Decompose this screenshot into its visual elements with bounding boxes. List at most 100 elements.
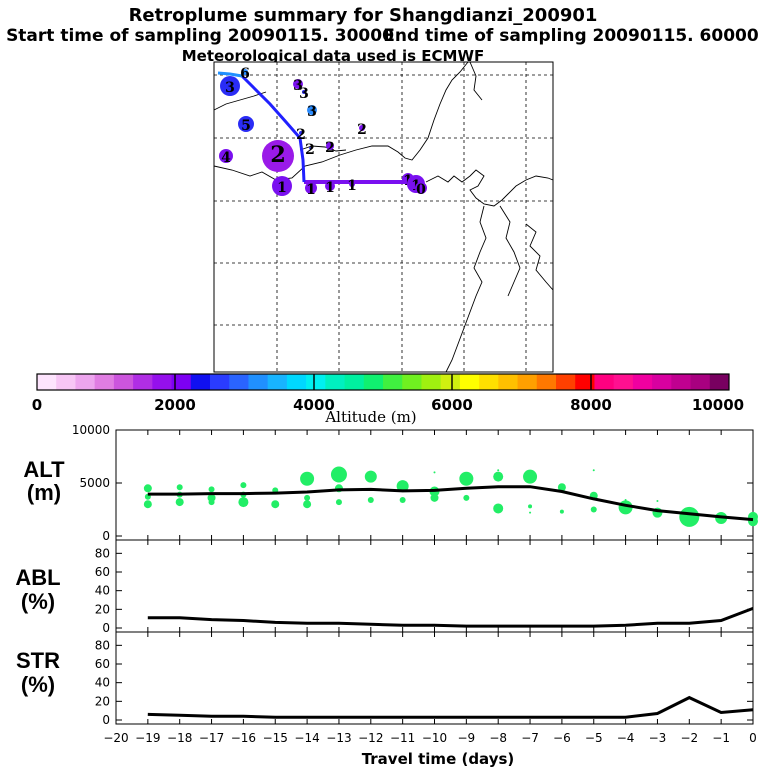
altitude-cluster-point (303, 500, 312, 509)
colorbar-label: Altitude (m) (324, 408, 416, 426)
altitude-cluster-point (459, 471, 474, 486)
colorbar-cell (594, 374, 615, 390)
x-tick-label: −9 (457, 731, 475, 745)
colorbar-cell (613, 374, 634, 390)
str-panel-label: STR (16, 648, 60, 673)
map-cluster-marker (325, 181, 335, 191)
colorbar-cell (94, 374, 115, 390)
altitude-cluster-point (493, 471, 504, 482)
y-tick-label: 60 (95, 657, 110, 671)
altitude-cluster-point (208, 486, 215, 493)
colorbar-cell (286, 374, 307, 390)
y-tick-label: 5000 (79, 476, 110, 490)
colorbar-cell (37, 374, 57, 390)
alt-panel-label: ALT (23, 457, 65, 482)
x-tick-label: −13 (326, 731, 351, 745)
colorbar-frame (36, 373, 730, 391)
colorbar-cells (37, 374, 730, 390)
y-tick-label: 60 (95, 565, 110, 579)
colorbar-cell (517, 374, 538, 390)
y-tick-label: 0 (102, 713, 110, 727)
colorbar-cell (133, 374, 153, 390)
colorbar-cell (498, 374, 519, 390)
x-tick-label: −16 (231, 731, 256, 745)
y-tick-label: 20 (95, 694, 110, 708)
map-cluster-label: 0 (416, 182, 426, 198)
map-cluster-marker (272, 176, 292, 196)
x-tick-label: −11 (390, 731, 415, 745)
map-cluster-marker (305, 182, 317, 194)
colorbar-cell (152, 374, 173, 390)
altitude-cluster-point (175, 498, 184, 507)
y-tick-label: 80 (95, 546, 110, 560)
map-cluster-label: 2 (305, 142, 315, 158)
x-tick-label: −20 (103, 731, 128, 745)
map-cluster-marker (307, 105, 317, 115)
altitude-cluster-point (559, 509, 564, 514)
map-cluster-marker (293, 79, 303, 89)
colorbar-cell (248, 374, 269, 390)
x-tick-label: −7 (521, 731, 539, 745)
map-cluster-marker (309, 147, 311, 149)
str-panel-unit: (%) (21, 672, 55, 697)
colorbar-cell (671, 374, 692, 390)
x-tick-label: −17 (199, 731, 224, 745)
figure-title: Retroplume summary for Shangdianzi_20090… (129, 5, 598, 26)
x-tick-label: −4 (617, 731, 635, 745)
colorbar-cell (556, 374, 576, 390)
colorbar-cell (267, 374, 288, 390)
colorbar-cell (383, 374, 403, 390)
x-tick-label: −19 (135, 731, 160, 745)
colorbar-cell (632, 374, 653, 390)
altitude-cluster-point (624, 498, 627, 501)
alt-panel-unit: (m) (27, 480, 61, 505)
colorbar-cell (344, 374, 365, 390)
colorbar-cell (652, 374, 672, 390)
colorbar-cell (440, 374, 461, 390)
altitude-cluster-point (238, 497, 249, 508)
y-tick-label: 40 (95, 584, 110, 598)
y-tick-label: 40 (95, 676, 110, 690)
altitude-cluster-point (335, 499, 342, 506)
colorbar-cell (306, 374, 326, 390)
colorbar-tick-10000: 10000 (692, 396, 744, 414)
map-cluster-label: 5 (241, 118, 251, 134)
map-cluster-label: 2 (296, 127, 306, 143)
altitude-cluster-point (433, 471, 436, 474)
altitude-cluster-point (463, 494, 470, 501)
colorbar-cell (479, 374, 499, 390)
colorbar-cell (171, 374, 192, 390)
map-cluster-label: 3 (299, 86, 309, 102)
map-cluster-marker (299, 131, 303, 135)
colorbar-tick-8000: 8000 (570, 396, 612, 414)
colorbar-cell (113, 374, 134, 390)
x-tick-label: −5 (585, 731, 603, 745)
map-cluster-marker (326, 142, 334, 150)
altitude-cluster-point (396, 480, 409, 493)
map-cluster-label: 2 (325, 140, 335, 156)
map-cluster-label: 6 (240, 66, 250, 82)
map-cluster-marker (302, 90, 306, 94)
y-tick-label: 0 (102, 621, 110, 635)
colorbar-tick-6000: 6000 (431, 396, 473, 414)
altitude-cluster-point (143, 484, 152, 493)
abl-panel-label: ABL (15, 565, 60, 590)
abl-series-line (147, 606, 754, 628)
map-cluster-marker (262, 140, 294, 172)
colorbar-cell (75, 374, 96, 390)
x-tick-label: −10 (422, 731, 447, 745)
altitude-cluster-point (208, 499, 215, 506)
map-cluster-marker (219, 149, 233, 163)
colorbar-cell (56, 374, 76, 390)
altitude-cluster-point (493, 503, 504, 514)
colorbar-cell (709, 374, 730, 390)
map-cluster-marker (349, 181, 355, 187)
trajectory-oldest (217, 71, 243, 78)
colorbar-cell (402, 374, 422, 390)
colorbar-cell (363, 374, 384, 390)
x-tick-label: −2 (680, 731, 698, 745)
colorbar-tick-0: 0 (32, 396, 42, 414)
map-cluster-label: 1 (325, 180, 335, 196)
